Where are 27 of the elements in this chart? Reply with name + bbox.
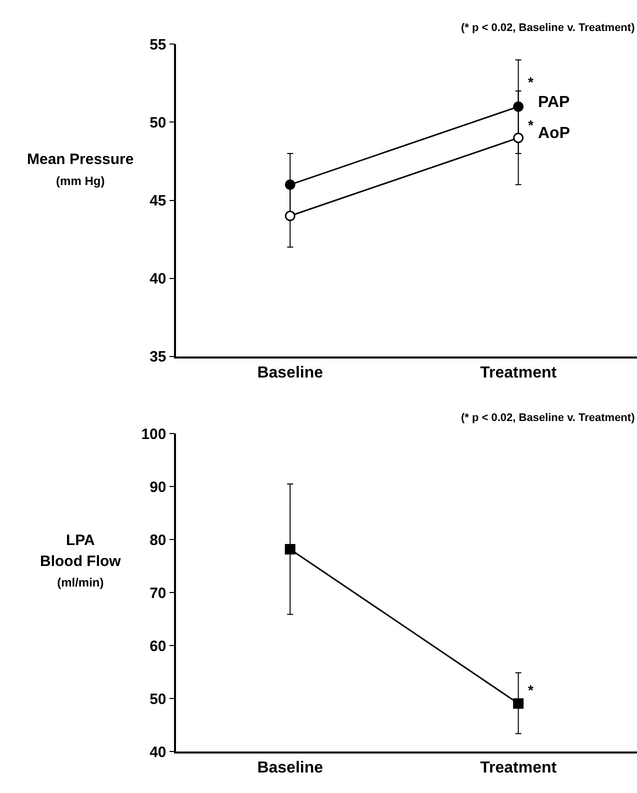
x-tick-label: Treatment (480, 364, 558, 382)
annotation: * (528, 682, 534, 698)
y-tick-label: 55 (150, 36, 166, 54)
y-tick-label: 70 (150, 584, 166, 602)
annotation: * (528, 74, 534, 90)
y-axis-title: LPA Blood Flow (ml/min) (40, 532, 122, 590)
series-label: AoP (538, 125, 570, 142)
annotation: * (528, 117, 534, 133)
series-label: PAP (538, 94, 570, 111)
y-tick-label: 50 (150, 690, 166, 708)
y-tick-label: 90 (150, 478, 166, 496)
x-tick-label: Baseline (257, 364, 324, 382)
point (513, 132, 524, 144)
x-tick-label: Treatment (480, 760, 558, 777)
y-tick-label: 35 (150, 348, 166, 366)
x-tick-label: Baseline (257, 760, 324, 777)
point (284, 210, 296, 222)
y-tick-label: 100 (141, 426, 166, 443)
y-tick-label: 40 (150, 270, 166, 288)
y-tick-label: 80 (150, 532, 166, 549)
y-tick-label: 50 (150, 114, 166, 132)
y-tick-label: 60 (150, 638, 166, 655)
y-tick-label: 40 (150, 744, 166, 761)
text: (* p < 0.02, Baseline v. Treatment) (461, 22, 636, 34)
y-tick-label: 45 (150, 192, 166, 210)
y-axis-title: Mean Pressure (mm Hg) (27, 151, 134, 188)
text: (* p < 0.02, Baseline v. Treatment) (461, 412, 636, 424)
